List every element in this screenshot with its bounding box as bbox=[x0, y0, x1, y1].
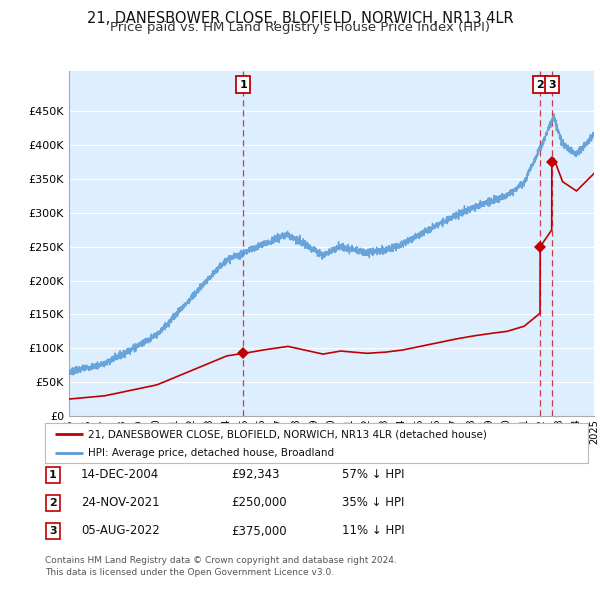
Text: £375,000: £375,000 bbox=[231, 525, 287, 537]
Text: 2: 2 bbox=[49, 498, 56, 507]
Text: HPI: Average price, detached house, Broadland: HPI: Average price, detached house, Broa… bbox=[88, 448, 335, 458]
Text: £250,000: £250,000 bbox=[231, 496, 287, 509]
Text: Price paid vs. HM Land Registry's House Price Index (HPI): Price paid vs. HM Land Registry's House … bbox=[110, 21, 490, 34]
Text: 21, DANESBOWER CLOSE, BLOFIELD, NORWICH, NR13 4LR: 21, DANESBOWER CLOSE, BLOFIELD, NORWICH,… bbox=[86, 11, 514, 25]
Text: 35% ↓ HPI: 35% ↓ HPI bbox=[342, 496, 404, 509]
Text: 14-DEC-2004: 14-DEC-2004 bbox=[81, 468, 159, 481]
Text: Contains HM Land Registry data © Crown copyright and database right 2024.
This d: Contains HM Land Registry data © Crown c… bbox=[45, 556, 397, 577]
Text: 21, DANESBOWER CLOSE, BLOFIELD, NORWICH, NR13 4LR (detached house): 21, DANESBOWER CLOSE, BLOFIELD, NORWICH,… bbox=[88, 430, 487, 440]
Text: 1: 1 bbox=[49, 470, 56, 480]
Text: 05-AUG-2022: 05-AUG-2022 bbox=[81, 525, 160, 537]
Text: £92,343: £92,343 bbox=[231, 468, 280, 481]
Text: 3: 3 bbox=[548, 80, 556, 90]
Text: 57% ↓ HPI: 57% ↓ HPI bbox=[342, 468, 404, 481]
Text: 1: 1 bbox=[239, 80, 247, 90]
Text: 3: 3 bbox=[49, 526, 56, 536]
Text: 11% ↓ HPI: 11% ↓ HPI bbox=[342, 525, 404, 537]
Text: 24-NOV-2021: 24-NOV-2021 bbox=[81, 496, 160, 509]
Text: 2: 2 bbox=[536, 80, 544, 90]
